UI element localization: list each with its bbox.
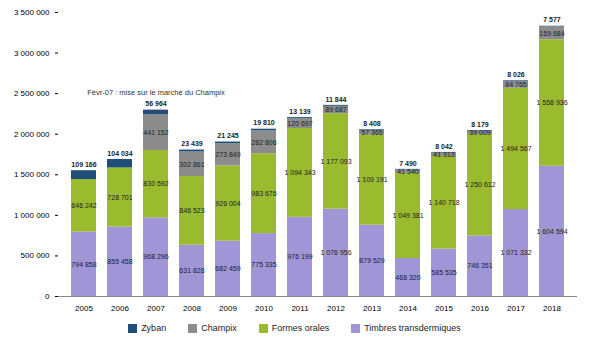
svg-text:2 500 000: 2 500 000 <box>14 89 50 98</box>
svg-text:8 026: 8 026 <box>507 71 525 78</box>
svg-text:983 676: 983 676 <box>251 190 276 197</box>
svg-text:41 313: 41 313 <box>433 151 455 158</box>
svg-text:302 861: 302 861 <box>179 160 204 167</box>
svg-text:1 500 000: 1 500 000 <box>14 170 50 179</box>
svg-text:21 245: 21 245 <box>217 132 239 139</box>
svg-text:2015: 2015 <box>435 304 453 313</box>
svg-text:1 071 332: 1 071 332 <box>500 249 531 256</box>
svg-text:104 034: 104 034 <box>107 150 132 157</box>
svg-text:441 152: 441 152 <box>143 129 168 136</box>
svg-text:968 296: 968 296 <box>143 253 168 260</box>
svg-text:1 109 191: 1 109 191 <box>356 176 387 183</box>
svg-text:2018: 2018 <box>543 304 561 313</box>
svg-text:3 500 000: 3 500 000 <box>14 8 50 17</box>
svg-text:2008: 2008 <box>183 304 201 313</box>
svg-text:728 701: 728 701 <box>107 194 132 201</box>
svg-text:109 166: 109 166 <box>71 161 96 168</box>
svg-text:8 042: 8 042 <box>435 143 453 150</box>
svg-text:23 439: 23 439 <box>181 140 203 147</box>
svg-text:1 558 936: 1 558 936 <box>536 99 567 106</box>
svg-text:7 490: 7 490 <box>399 160 417 167</box>
svg-text:1 140 718: 1 140 718 <box>428 199 459 206</box>
svg-text:846 523: 846 523 <box>179 207 204 214</box>
svg-text:976 199: 976 199 <box>287 253 312 260</box>
svg-text:2005: 2005 <box>75 304 93 313</box>
svg-text:585 535: 585 535 <box>431 269 456 276</box>
svg-text:746 351: 746 351 <box>467 262 492 269</box>
svg-text:2017: 2017 <box>507 304 525 313</box>
svg-text:2011: 2011 <box>291 304 309 313</box>
svg-text:468 320: 468 320 <box>395 274 420 281</box>
svg-text:3 000 000: 3 000 000 <box>14 49 50 58</box>
svg-text:830 592: 830 592 <box>143 180 168 187</box>
svg-text:879 529: 879 529 <box>359 257 384 264</box>
html-text:Timbres transdermiques: Timbres transdermiques <box>364 323 461 333</box>
svg-text:273 849: 273 849 <box>215 151 240 158</box>
svg-text:19 810: 19 810 <box>253 119 275 126</box>
svg-text:2013: 2013 <box>363 304 381 313</box>
svg-text:2010: 2010 <box>255 304 273 313</box>
svg-text:120 697: 120 697 <box>287 120 312 127</box>
svg-text:41 540: 41 540 <box>397 168 419 175</box>
svg-text:2 000 000: 2 000 000 <box>14 130 50 139</box>
svg-text:1 000 000: 1 000 000 <box>14 211 50 220</box>
svg-text:500 000: 500 000 <box>21 251 50 260</box>
svg-text:159 684: 159 684 <box>539 30 564 37</box>
svg-text:1 250 612: 1 250 612 <box>464 181 495 188</box>
svg-text:2009: 2009 <box>219 304 237 313</box>
svg-text:2012: 2012 <box>327 304 345 313</box>
svg-text:57 365: 57 365 <box>361 129 383 136</box>
svg-text:1 177 093: 1 177 093 <box>320 158 351 165</box>
svg-text:794 858: 794 858 <box>71 260 96 267</box>
svg-text:282 806: 282 806 <box>251 139 276 146</box>
svg-text:2007: 2007 <box>147 304 165 313</box>
svg-text:631 828: 631 828 <box>179 267 204 274</box>
svg-text:646 242: 646 242 <box>71 202 96 209</box>
svg-text:1 049 381: 1 049 381 <box>392 212 423 219</box>
html-text:Formes orales: Formes orales <box>271 323 330 333</box>
svg-text:2006: 2006 <box>111 304 129 313</box>
svg-text:1 604 594: 1 604 594 <box>536 228 567 235</box>
svg-text:855 458: 855 458 <box>107 258 132 265</box>
svg-text:926 004: 926 004 <box>215 200 240 207</box>
svg-text:13 139: 13 139 <box>289 108 311 115</box>
svg-text:1 494 567: 1 494 567 <box>500 145 531 152</box>
svg-text:775 335: 775 335 <box>251 261 276 268</box>
svg-text:8 179: 8 179 <box>471 121 489 128</box>
html-text:Zyban: Zyban <box>141 323 167 333</box>
svg-text:2016: 2016 <box>471 304 489 313</box>
svg-text:7 577: 7 577 <box>543 16 561 23</box>
svg-text:Févr-07 : mise sur le marché d: Févr-07 : mise sur le marché du Champix <box>87 88 225 97</box>
svg-text:89 687: 89 687 <box>325 106 347 113</box>
svg-text:84 765: 84 765 <box>505 81 527 88</box>
html-text:Champix: Champix <box>201 323 237 333</box>
svg-text:8 408: 8 408 <box>363 120 381 127</box>
svg-text:11 844: 11 844 <box>325 96 346 103</box>
svg-text:682 459: 682 459 <box>215 265 240 272</box>
svg-text:1 094 343: 1 094 343 <box>284 169 315 176</box>
svg-text:56 964: 56 964 <box>145 100 167 107</box>
svg-text:0: 0 <box>45 292 50 301</box>
svg-text:39 009: 39 009 <box>469 129 491 136</box>
svg-text:1 076 956: 1 076 956 <box>320 249 351 256</box>
svg-text:2014: 2014 <box>399 304 417 313</box>
